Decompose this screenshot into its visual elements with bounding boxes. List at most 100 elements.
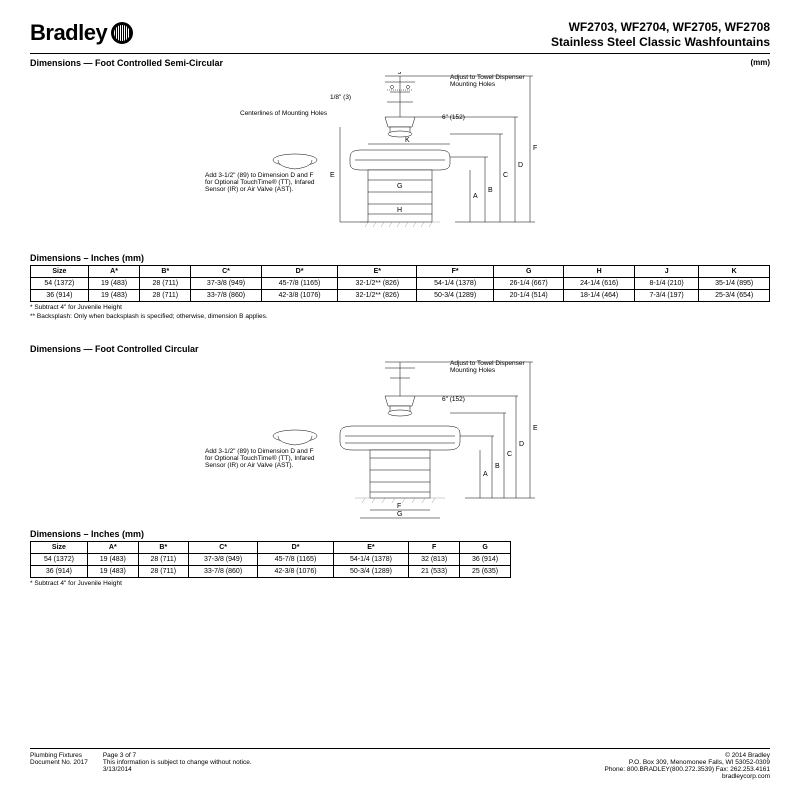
cell: 36 (914) [31, 566, 88, 578]
product-name: Stainless Steel Classic Washfountains [551, 35, 770, 49]
cell: 45-7/8 (1165) [261, 278, 338, 290]
col-head: C* [191, 266, 262, 278]
cell: 36 (914) [460, 554, 511, 566]
cell: 33-7/8 (860) [188, 566, 257, 578]
col-head: A* [87, 542, 138, 554]
model-numbers: WF2703, WF2704, WF2705, WF2708 [551, 20, 770, 34]
foot2a: * Subtract 4" for Juvenile Height [30, 580, 770, 587]
foot-url: bradleycorp.com [604, 773, 770, 780]
table-row: 54 (1372)19 (483)28 (711)37-3/8 (949)45-… [31, 278, 770, 290]
cell: 28 (711) [140, 278, 191, 290]
cell: 21 (533) [409, 566, 460, 578]
foot-addr: P.O. Box 309, Menomonee Falls, WI 53052-… [604, 759, 770, 766]
col-head: D* [258, 542, 333, 554]
svg-text:D: D [519, 441, 524, 448]
table-row: 36 (914)19 (483)28 (711)33-7/8 (860)42-3… [31, 566, 511, 578]
foot-copy: © 2014 Bradley [604, 752, 770, 759]
svg-text:G: G [397, 511, 402, 518]
svg-text:F: F [533, 145, 537, 152]
diagram-semi-circular: G H A B C D F [30, 72, 770, 247]
cell: 19 (483) [87, 554, 138, 566]
col-head: Size [31, 266, 89, 278]
cell: 42-3/8 (1076) [261, 290, 338, 302]
foot-page: Page 3 of 7 [103, 752, 252, 759]
cell: 8-1/4 (210) [634, 278, 698, 290]
cell: 36 (914) [31, 290, 89, 302]
cell: 35-1/4 (895) [699, 278, 770, 290]
unit-label: (mm) [750, 58, 770, 67]
annot-adjust: Adjust to Towel DispenserMounting Holes [450, 74, 525, 88]
cell: 45-7/8 (1165) [258, 554, 333, 566]
col-head: B* [138, 542, 188, 554]
cell: 37-3/8 (949) [191, 278, 262, 290]
foot-phone: Phone: 800.BRADLEY(800.272.3539) Fax: 26… [604, 766, 770, 773]
svg-text:B: B [495, 463, 500, 470]
cell: 25 (635) [460, 566, 511, 578]
col-head: F* [417, 266, 494, 278]
svg-text:D: D [518, 162, 523, 169]
table2-title: Dimensions – Inches (mm) [30, 529, 770, 539]
cell: 19 (483) [88, 290, 140, 302]
cell: 19 (483) [87, 566, 138, 578]
cell: 19 (483) [88, 278, 140, 290]
annot-center: Centerlines of Mounting Holes [240, 110, 327, 117]
diagram-circular: A B C D E F G Adjust to Towel DispenserM… [30, 358, 770, 523]
col-head: D* [261, 266, 338, 278]
svg-text:E: E [330, 172, 335, 179]
svg-text:C: C [507, 451, 512, 458]
annot-eighth: 1/8" (3) [330, 94, 351, 101]
table-circular: SizeA*B*C*D*E*FG 54 (1372)19 (483)28 (71… [30, 541, 511, 578]
col-head: H [564, 266, 635, 278]
col-head: E* [333, 542, 408, 554]
cell: 32-1/2** (826) [338, 278, 417, 290]
col-head: K [699, 266, 770, 278]
col-head: Size [31, 542, 88, 554]
table1-title: Dimensions – Inches (mm) [30, 253, 770, 263]
cell: 33-7/8 (860) [191, 290, 262, 302]
cell: 54-1/4 (1378) [333, 554, 408, 566]
annot-six2: 6" (152) [442, 396, 465, 403]
page-footer: Plumbing Fixtures Document No. 2017 Page… [30, 748, 770, 780]
cell: 42-3/8 (1076) [258, 566, 333, 578]
svg-text:A: A [473, 193, 478, 200]
svg-text:A: A [483, 471, 488, 478]
col-head: J [634, 266, 698, 278]
col-head: E* [338, 266, 417, 278]
cell: 50-3/4 (1289) [417, 290, 494, 302]
globe-icon [111, 22, 133, 44]
foot-notice: This information is subject to change wi… [103, 759, 252, 766]
cell: 26-1/4 (667) [493, 278, 564, 290]
annot-six: 6" (152) [442, 114, 465, 121]
svg-text:G: G [397, 183, 402, 190]
cell: 28 (711) [138, 566, 188, 578]
svg-text:J: J [398, 72, 402, 76]
cell: 54 (1372) [31, 278, 89, 290]
foot1b: ** Backsplash: Only when backsplash is s… [30, 313, 770, 320]
cell: 25-3/4 (654) [699, 290, 770, 302]
svg-text:H: H [397, 207, 402, 214]
col-head: C* [188, 542, 257, 554]
cell: 7-3/4 (197) [634, 290, 698, 302]
svg-text:C: C [503, 172, 508, 179]
col-head: B* [140, 266, 191, 278]
brand-name: Bradley [30, 20, 107, 46]
cell: 32 (813) [409, 554, 460, 566]
col-head: G [460, 542, 511, 554]
cell: 37-3/8 (949) [188, 554, 257, 566]
brand-logo: Bradley [30, 20, 133, 46]
foot-doc1: Plumbing Fixtures [30, 752, 88, 759]
col-head: A* [88, 266, 140, 278]
annot-adjust2: Adjust to Towel DispenserMounting Holes [450, 360, 525, 374]
table-row: 36 (914)19 (483)28 (711)33-7/8 (860)42-3… [31, 290, 770, 302]
cell: 54-1/4 (1378) [417, 278, 494, 290]
annot-add1: Add 3-1/2" (89) to Dimension D and Ffor … [205, 172, 325, 193]
cell: 28 (711) [138, 554, 188, 566]
section1-title: Dimensions — Foot Controlled Semi-Circul… [30, 58, 223, 68]
table-semi-circular: SizeA*B*C*D*E*F*GHJK 54 (1372)19 (483)28… [30, 265, 770, 302]
svg-text:F: F [397, 503, 401, 510]
foot-date: 3/13/2014 [103, 766, 252, 773]
cell: 28 (711) [140, 290, 191, 302]
svg-text:E: E [533, 425, 538, 432]
svg-text:K: K [405, 137, 410, 144]
section2-title: Dimensions — Foot Controlled Circular [30, 344, 770, 354]
